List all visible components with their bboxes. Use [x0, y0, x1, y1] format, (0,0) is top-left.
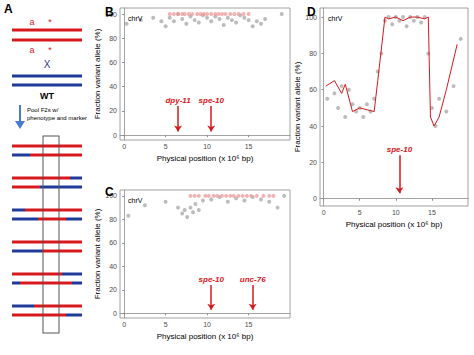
svg-text:X: X: [44, 59, 51, 70]
svg-text:a: a: [29, 17, 34, 27]
svg-text:C: C: [105, 185, 114, 199]
svg-text:spe-10: spe-10: [199, 275, 225, 284]
svg-text:80: 80: [109, 216, 117, 223]
svg-text:40: 40: [109, 263, 117, 270]
svg-text:Pool F2s w/: Pool F2s w/: [27, 107, 59, 113]
svg-text:Physical position (x 10⁶ bp): Physical position (x 10⁶ bp): [157, 332, 254, 341]
svg-text:60: 60: [109, 239, 117, 246]
svg-text:D: D: [307, 5, 316, 19]
svg-text:Fraction variant allele (%): Fraction variant allele (%): [293, 61, 302, 152]
svg-text:20: 20: [109, 286, 117, 293]
svg-text:chrV: chrV: [128, 15, 143, 22]
svg-text:B: B: [105, 5, 114, 19]
svg-text:40: 40: [309, 123, 317, 130]
svg-text:40: 40: [109, 83, 117, 90]
svg-text:dpy-11: dpy-11: [165, 96, 191, 105]
svg-text:15: 15: [245, 143, 253, 150]
svg-text:10: 10: [392, 209, 400, 216]
svg-text:*: *: [48, 17, 52, 27]
svg-text:Fraction variant allele (%): Fraction variant allele (%): [93, 208, 102, 299]
svg-text:5: 5: [164, 143, 168, 150]
svg-text:a: a: [29, 45, 34, 55]
svg-text:5: 5: [164, 321, 168, 328]
svg-text:unc-76: unc-76: [240, 275, 266, 284]
svg-text:WT: WT: [40, 91, 54, 101]
svg-text:15: 15: [428, 209, 436, 216]
svg-text:80: 80: [109, 35, 117, 42]
svg-text:Physical position (x 10⁶ bp): Physical position (x 10⁶ bp): [157, 154, 254, 163]
svg-text:60: 60: [109, 59, 117, 66]
svg-text:20: 20: [109, 107, 117, 114]
svg-text:0: 0: [313, 195, 317, 202]
svg-text:20: 20: [309, 159, 317, 166]
svg-text:10: 10: [203, 321, 211, 328]
svg-text:0: 0: [322, 209, 326, 216]
svg-text:0: 0: [122, 321, 126, 328]
svg-text:0: 0: [122, 143, 126, 150]
svg-text:chrV: chrV: [328, 15, 343, 22]
svg-text:*: *: [48, 45, 52, 55]
svg-text:10: 10: [203, 143, 211, 150]
svg-text:5: 5: [358, 209, 362, 216]
svg-text:spe-10: spe-10: [199, 96, 225, 105]
svg-text:80: 80: [309, 50, 317, 57]
svg-text:A: A: [4, 2, 13, 16]
svg-text:spe-10: spe-10: [387, 145, 413, 154]
svg-text:phenotype and marker: phenotype and marker: [27, 115, 87, 121]
svg-text:0: 0: [113, 310, 117, 317]
svg-text:Physical position (x 10⁶ bp): Physical position (x 10⁶ bp): [346, 220, 443, 229]
svg-text:chrV: chrV: [128, 197, 143, 204]
svg-text:15: 15: [245, 321, 253, 328]
svg-text:0: 0: [113, 132, 117, 139]
svg-text:Fraction variant allele (%): Fraction variant allele (%): [93, 28, 102, 119]
svg-text:60: 60: [309, 86, 317, 93]
